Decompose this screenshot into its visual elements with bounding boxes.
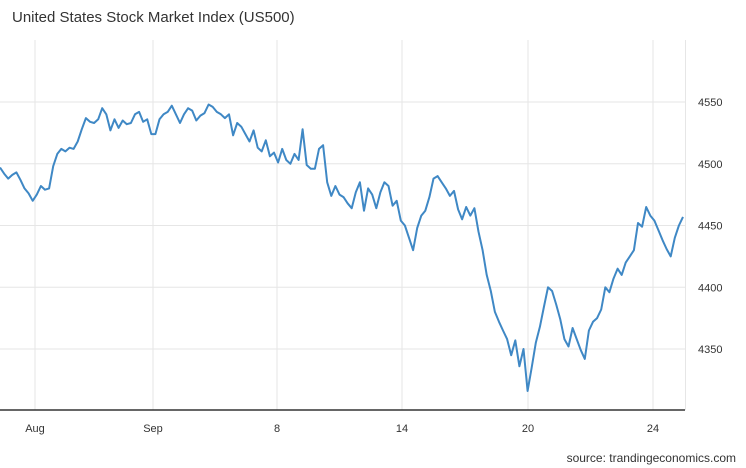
chart-title: United States Stock Market Index (US500)	[12, 9, 295, 26]
series-line	[0, 103, 684, 392]
x-tick-label: Aug	[25, 423, 45, 435]
y-axis-labels: 4350 4400 4450 4500 4550	[698, 97, 722, 356]
x-tick-label: 24	[647, 423, 659, 435]
x-tick-label: 20	[522, 423, 534, 435]
y-tick-label: 4400	[698, 282, 722, 294]
source-credit: source: trandingeconomics.com	[566, 451, 736, 465]
x-tick-label: Sep	[143, 423, 163, 435]
x-tick-label: 8	[274, 423, 280, 435]
axes	[0, 40, 686, 411]
x-tick-label: 14	[396, 423, 408, 435]
y-tick-label: 4550	[698, 97, 722, 109]
y-tick-label: 4450	[698, 221, 722, 233]
x-axis-labels: Aug Sep 8 14 20 24	[25, 423, 659, 435]
y-tick-label: 4350	[698, 344, 722, 356]
grid	[0, 40, 685, 410]
y-tick-label: 4500	[698, 159, 722, 171]
